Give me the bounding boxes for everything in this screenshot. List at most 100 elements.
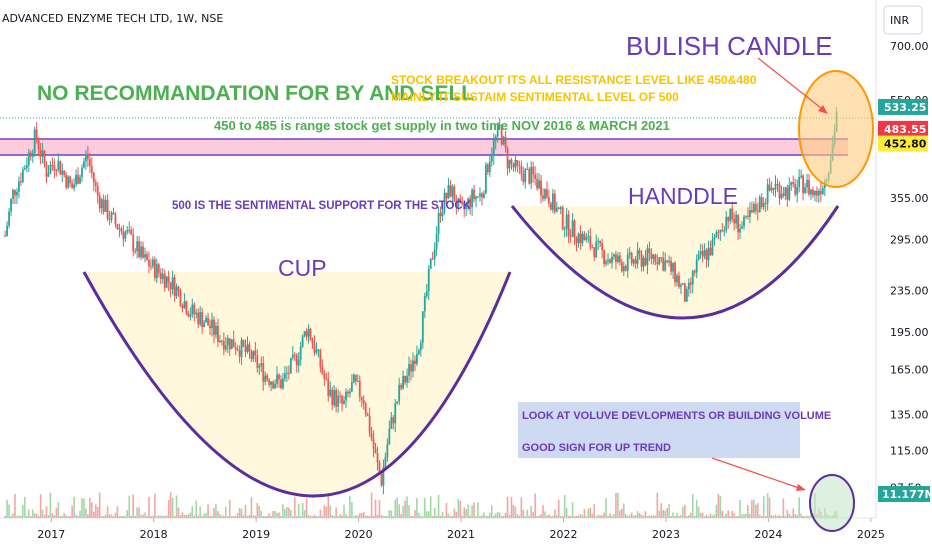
volume-bar xyxy=(674,515,676,518)
volume-bar xyxy=(776,515,779,518)
volume-bar xyxy=(236,513,239,518)
candle-body xyxy=(45,164,48,177)
candle-body xyxy=(130,229,133,235)
candle-body xyxy=(810,189,812,195)
candle-body xyxy=(390,417,393,429)
volume-bar xyxy=(242,515,245,518)
candle-body xyxy=(656,262,659,265)
candle-body xyxy=(77,174,79,184)
volume-bar xyxy=(177,507,180,518)
volume-bar xyxy=(731,510,733,518)
candle-body xyxy=(63,170,66,176)
volume-bar xyxy=(71,505,73,518)
candle-body xyxy=(408,364,410,376)
volume-bar xyxy=(587,508,590,518)
volume-bar xyxy=(577,515,580,518)
volume-bar xyxy=(581,515,584,518)
volume-bar xyxy=(666,508,668,518)
candle-body xyxy=(240,339,243,357)
candle-body xyxy=(439,213,442,217)
candle-body xyxy=(707,247,710,260)
candle-body xyxy=(662,257,665,271)
candle-body xyxy=(689,282,692,285)
volume-bar xyxy=(333,515,335,518)
candle-body xyxy=(678,275,680,287)
candle-body xyxy=(16,191,18,196)
volume-bar xyxy=(118,515,121,518)
candle-body xyxy=(303,331,306,336)
candle-body xyxy=(642,257,645,267)
volume-bar xyxy=(321,515,324,518)
candle-body xyxy=(553,193,556,212)
candle-body xyxy=(563,228,566,230)
volume-bar xyxy=(542,505,544,518)
candle-body xyxy=(213,319,215,336)
volume-bar xyxy=(429,496,432,518)
candle-body xyxy=(616,255,619,263)
candle-body xyxy=(544,189,546,199)
volume-bar xyxy=(496,511,499,518)
candle-body xyxy=(222,340,225,350)
candle-body xyxy=(650,252,653,259)
candle-body xyxy=(35,129,38,140)
candle-body xyxy=(750,210,753,213)
candle-body xyxy=(613,254,615,257)
candle-body xyxy=(404,375,406,383)
volume-bar xyxy=(784,515,787,518)
candle-body xyxy=(327,379,330,396)
volume-bar xyxy=(293,497,296,518)
candle-body xyxy=(112,212,115,215)
volume-bar xyxy=(642,515,645,518)
volume-bar xyxy=(538,515,540,518)
volume-bar xyxy=(311,516,314,518)
volume-bar xyxy=(358,513,361,518)
candle-body xyxy=(31,153,34,157)
candle-body xyxy=(347,391,349,394)
volume-bar xyxy=(632,515,635,518)
candle-body xyxy=(414,360,416,364)
price-tag-bg xyxy=(878,135,928,152)
volume-bar xyxy=(238,507,241,518)
volume-bar xyxy=(221,515,223,518)
candle-body xyxy=(8,211,10,226)
volume-bar xyxy=(41,509,44,518)
candle-body xyxy=(280,379,282,389)
volume-bar xyxy=(384,515,387,518)
volume-bar xyxy=(804,516,806,518)
candle-body xyxy=(289,358,292,374)
volume-bar xyxy=(291,515,294,518)
volume-bar xyxy=(65,515,68,518)
volume-bar xyxy=(191,506,194,518)
volume-bar xyxy=(183,514,186,518)
candle-body xyxy=(173,277,176,297)
volume-bar xyxy=(201,515,203,518)
candle-body xyxy=(819,190,822,194)
volume-note-line1: LOOK AT VOLUVE DEVLOPMENTS OR BUILDING V… xyxy=(522,410,831,422)
volume-bar xyxy=(301,502,304,518)
candle-body xyxy=(683,283,686,302)
candle-body xyxy=(471,189,473,208)
volume-bar xyxy=(469,515,471,518)
candle-body xyxy=(488,161,491,173)
volume-bar xyxy=(565,507,568,518)
volume-bar xyxy=(709,513,712,518)
candle-body xyxy=(664,260,667,271)
candle-body xyxy=(429,258,432,269)
volume-bar xyxy=(500,515,503,518)
candle-body xyxy=(293,354,296,356)
candle-body xyxy=(151,259,154,267)
currency-box[interactable] xyxy=(883,5,923,35)
candle-body xyxy=(157,264,160,273)
candle-body xyxy=(571,220,574,237)
volume-bar xyxy=(591,513,594,518)
volume-bar xyxy=(18,515,20,518)
volume-bar xyxy=(69,515,71,518)
support-note: 500 IS THE SENTIMENTAL SUPPORT FOR THE S… xyxy=(172,200,472,212)
volume-bar xyxy=(284,509,286,518)
volume-bar xyxy=(396,497,399,518)
volume-bar xyxy=(404,500,406,518)
volume-bar xyxy=(786,509,789,518)
volume-bar xyxy=(686,515,688,518)
volume-bar xyxy=(299,515,302,518)
